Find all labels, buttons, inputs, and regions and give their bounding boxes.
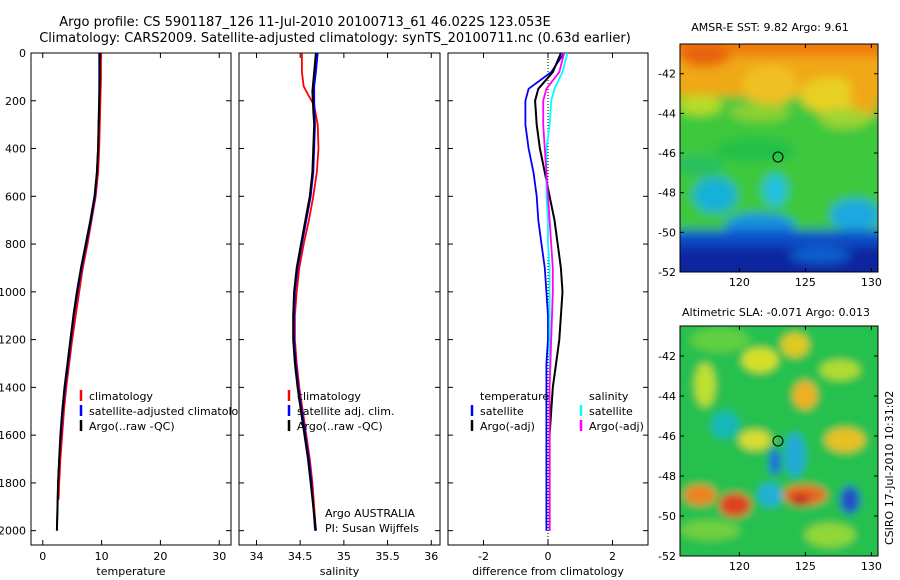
legend-label: climatology <box>89 390 153 403</box>
y-tick-label: -52 <box>658 266 676 279</box>
series-line-salinity-argo-adj <box>542 52 565 531</box>
temperature-legend: climatology satellite-adjusted climatolog… <box>79 390 252 433</box>
x-tick-label: 2 <box>609 550 616 563</box>
legend-label: Argo(..raw -QC) <box>297 420 383 433</box>
x-tick-label: 130 <box>861 276 882 289</box>
sla-map-field <box>680 326 878 556</box>
sla-map-axes <box>679 325 879 557</box>
y-tick-label: 1800 <box>0 477 26 490</box>
y-tick-label: 2000 <box>0 525 26 538</box>
y-tick-label: -42 <box>658 350 676 363</box>
x-tick-label: 30 <box>212 550 226 563</box>
y-tick-label: -44 <box>658 390 676 403</box>
sla-map-title: Altimetric SLA: -0.071 Argo: 0.013 <box>682 306 870 319</box>
panel-annotation: Argo AUSTRALIA <box>325 507 415 520</box>
x-tick-label: 36 <box>424 550 438 563</box>
salinity-axes-box <box>238 52 441 546</box>
legend-label: satellite <box>589 405 633 418</box>
x-tick-label: 125 <box>795 276 816 289</box>
sst-map-field <box>680 44 878 272</box>
x-tick-label: -2 <box>478 550 489 563</box>
x-tick-label: 0 <box>545 550 552 563</box>
legend-header: temperature <box>480 390 549 403</box>
y-tick-label: -52 <box>658 550 676 563</box>
x-tick-label: 34 <box>249 550 263 563</box>
series-line-argo-raw-qc <box>292 52 317 531</box>
figure-title-line1: Argo profile: CS 5901187_126 11-Jul-2010… <box>59 15 550 30</box>
sla-argo-location-marker <box>772 435 784 447</box>
sst-map-ticks: 120 125 130 -42 -44 -46 -48 -50 -52 <box>658 44 882 289</box>
credit-stamp: CSIRO 17-Jul-2010 10:31:02 <box>883 391 896 545</box>
temperature-axes-box <box>30 52 232 546</box>
y-tick-label: 1600 <box>0 429 26 442</box>
series-line-climatology <box>57 53 102 500</box>
difference-xlabel: difference from climatology <box>472 565 624 578</box>
x-tick-label: 125 <box>795 560 816 573</box>
y-tick-label: -48 <box>658 187 676 200</box>
x-tick-label: 120 <box>729 276 750 289</box>
legend-header: salinity <box>589 390 629 403</box>
sst-map-axes <box>679 43 879 273</box>
difference-legend: temperature salinity satellite Argo(-adj) sa… <box>470 390 644 433</box>
x-tick-label: 34.5 <box>288 550 313 563</box>
salinity-legend: climatology satellite adj. clim. Argo(..ra… <box>287 390 394 433</box>
y-tick-label: 1400 <box>0 381 26 394</box>
y-tick-label: 1000 <box>0 286 26 299</box>
y-tick-label: -50 <box>658 510 676 523</box>
sla-map-ticks: 120 125 130 -42 -44 -46 -48 -50 -52 <box>658 326 882 573</box>
sla-map-panel: Altimetric SLA: -0.071 Argo: 0.013 <box>658 306 882 573</box>
legend-label: satellite <box>480 405 524 418</box>
legend-label: Argo(..raw -QC) <box>89 420 175 433</box>
x-tick-label: 35 <box>337 550 351 563</box>
temperature-xlabel: temperature <box>96 565 165 578</box>
salinity-xlabel: salinity <box>320 565 360 578</box>
x-tick-label: 0 <box>39 550 46 563</box>
y-tick-label: -48 <box>658 470 676 483</box>
panel-annotation: PI: Susan Wijffels <box>325 522 419 535</box>
legend-label: Argo(-adj) <box>480 420 535 433</box>
x-tick-label: 10 <box>95 550 109 563</box>
y-tick-label: 800 <box>5 238 26 251</box>
x-tick-label: 120 <box>729 560 750 573</box>
profile-panels: 0 10 20 30temperature0200400600800100012001… <box>0 47 649 578</box>
legend-label: satellite-adjusted climatology <box>89 405 252 418</box>
y-tick-label: -42 <box>658 68 676 81</box>
y-tick-label: 200 <box>5 95 26 108</box>
legend-label: climatology <box>297 390 361 403</box>
y-tick-label: 400 <box>5 143 26 156</box>
temperature-panel: 0 10 20 30 temperature 0 200 400 600 800 1000 1200 1… <box>0 47 252 578</box>
x-tick-label: 20 <box>153 550 167 563</box>
sst-map-title: AMSR-E SST: 9.82 Argo: 9.61 <box>691 21 849 34</box>
legend-label: Argo(-adj) <box>589 420 644 433</box>
x-tick-label: 130 <box>861 560 882 573</box>
figure-title-line2: Climatology: CARS2009. Satellite-adjuste… <box>39 31 631 46</box>
series-line-argo-raw-qc <box>55 53 101 531</box>
series-line-temperature-satellite <box>524 52 565 531</box>
y-tick-label: -46 <box>658 430 676 443</box>
salinity-panel: 34 34.5 35 35.5 36 salinity climatology satelli… <box>238 52 441 578</box>
y-tick-label: -44 <box>658 107 676 120</box>
y-tick-label: -46 <box>658 147 676 160</box>
y-tick-label: -50 <box>658 226 676 239</box>
y-tick-label: 0 <box>19 47 26 60</box>
y-tick-label: 600 <box>5 190 26 203</box>
sst-map-panel: AMSR-E SST: 9.82 Argo: 9.61 <box>658 21 882 289</box>
difference-panel: -2 0 2 difference from climatology temperatu… <box>447 52 649 578</box>
x-tick-label: 35.5 <box>375 550 400 563</box>
legend-label: satellite adj. clim. <box>297 405 394 418</box>
y-tick-label: 1200 <box>0 334 26 347</box>
sst-argo-location-marker <box>772 151 784 163</box>
